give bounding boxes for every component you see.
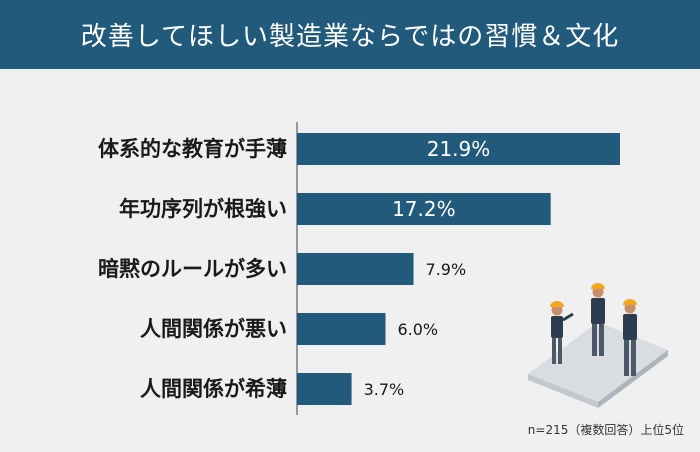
title-bar: 改善してほしい製造業ならではの習慣＆文化 [0, 0, 700, 69]
bar-1 [297, 133, 620, 165]
bar-3 [297, 253, 414, 285]
value-label-1: 21.9% [427, 137, 491, 161]
bar-4 [297, 313, 386, 345]
workers-illustration-icon [528, 283, 668, 408]
value-label-4: 6.0% [397, 320, 438, 339]
chart-title: 改善してほしい製造業ならではの習慣＆文化 [80, 22, 620, 52]
bar-2 [297, 193, 551, 225]
category-label-2: 年功序列が根強い [119, 197, 287, 221]
category-label-4: 人間関係が悪い [140, 317, 287, 341]
category-label-5: 人間関係が希薄 [140, 377, 287, 401]
sample-size-footnote: n=215（複数回答）上位5位 [527, 423, 684, 437]
category-label-3: 暗黙のルールが多い [98, 257, 287, 281]
value-label-3: 7.9% [426, 260, 467, 279]
category-label-1: 体系的な教育が手薄 [98, 137, 287, 161]
bar-5 [297, 373, 352, 405]
value-label-5: 3.7% [364, 380, 405, 399]
value-label-2: 17.2% [392, 197, 456, 221]
